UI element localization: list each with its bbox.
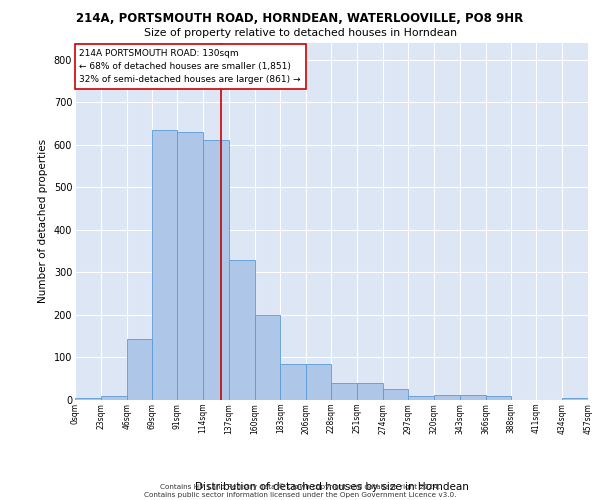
Bar — [177, 132, 203, 400]
Y-axis label: Number of detached properties: Number of detached properties — [38, 139, 48, 304]
Bar — [383, 390, 409, 400]
Bar — [409, 396, 434, 400]
Bar — [101, 396, 127, 400]
Text: Size of property relative to detached houses in Horndean: Size of property relative to detached ho… — [143, 28, 457, 38]
Text: 214A PORTSMOUTH ROAD: 130sqm
← 68% of detached houses are smaller (1,851)
32% of: 214A PORTSMOUTH ROAD: 130sqm ← 68% of de… — [79, 49, 301, 84]
Bar — [434, 395, 460, 400]
Bar — [152, 130, 177, 400]
Bar — [203, 140, 229, 400]
Bar — [486, 396, 511, 400]
Bar — [306, 364, 331, 400]
Bar — [357, 383, 383, 400]
Bar — [562, 398, 588, 400]
Bar — [127, 339, 152, 400]
X-axis label: Distribution of detached houses by size in Horndean: Distribution of detached houses by size … — [194, 482, 469, 492]
Bar — [280, 364, 306, 400]
Bar — [75, 398, 101, 400]
Text: Contains HM Land Registry data © Crown copyright and database right 2024.
Contai: Contains HM Land Registry data © Crown c… — [144, 484, 456, 498]
Text: 214A, PORTSMOUTH ROAD, HORNDEAN, WATERLOOVILLE, PO8 9HR: 214A, PORTSMOUTH ROAD, HORNDEAN, WATERLO… — [76, 12, 524, 26]
Bar — [254, 315, 280, 400]
Bar — [460, 395, 486, 400]
Bar — [229, 260, 254, 400]
Bar — [331, 383, 357, 400]
